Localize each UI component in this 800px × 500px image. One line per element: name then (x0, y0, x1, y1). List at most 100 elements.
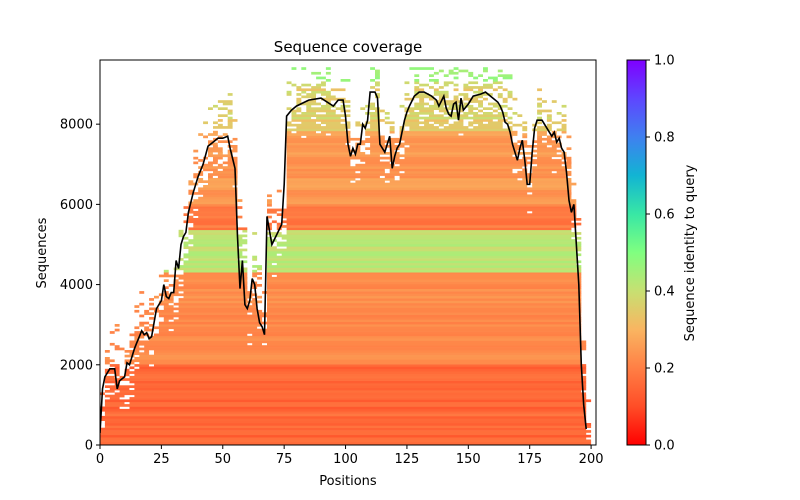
coverage-cell (492, 79, 498, 82)
coverage-cell (468, 121, 483, 125)
coverage-cell (286, 130, 292, 134)
coverage-cell (375, 93, 380, 96)
coverage-cell (213, 104, 218, 108)
coverage-cell (267, 253, 277, 257)
coverage-cell (267, 215, 272, 219)
coverage-cell (158, 312, 248, 315)
coverage-cell (232, 137, 238, 141)
coverage-cell (267, 210, 277, 214)
coverage-cell (463, 83, 469, 87)
coverage-cell (311, 90, 331, 94)
coverage-cell (311, 86, 321, 89)
coverage-cell (419, 83, 429, 87)
coverage-cell (267, 317, 582, 320)
coverage-cell (355, 121, 361, 125)
coverage-cell (375, 74, 380, 77)
coverage-cell (478, 93, 493, 96)
coverage-cell (257, 295, 262, 299)
coverage-cell (252, 272, 262, 275)
coverage-cell (566, 147, 572, 150)
coverage-cell (296, 102, 321, 106)
coverage-cell (448, 104, 474, 108)
coverage-cell (213, 170, 238, 174)
coverage-cell (375, 109, 385, 113)
coverage-cell (114, 324, 120, 327)
coverage-cell (193, 213, 238, 216)
coverage-cell (316, 76, 326, 80)
coverage-cell (267, 293, 582, 297)
coverage-cell (104, 350, 110, 353)
coverage-cell (522, 142, 528, 146)
coverage-cell (389, 147, 400, 150)
coverage-cell (198, 189, 238, 193)
y-tick-label: 8000 (60, 118, 93, 133)
coverage-cell (478, 123, 503, 127)
coverage-cell (158, 314, 582, 318)
coverage-cell (139, 354, 582, 358)
coverage-cell (183, 241, 248, 245)
coverage-cell (193, 149, 199, 153)
coverage-cell (193, 225, 238, 228)
coverage-cell (276, 241, 582, 245)
coverage-cell (267, 248, 582, 252)
coverage-cell (429, 104, 444, 108)
coverage-cell (556, 112, 562, 115)
coverage-cell (213, 130, 218, 134)
coverage-cell (134, 347, 587, 351)
coverage-cell (267, 222, 272, 226)
coverage-cell (532, 166, 572, 169)
coverage-cell (492, 81, 503, 85)
coverage-cell (286, 194, 572, 198)
coverage-cell (267, 342, 587, 346)
coverage-cell (178, 305, 258, 308)
coverage-cell (532, 192, 572, 195)
coverage-cell (478, 109, 483, 113)
coverage-cell (321, 97, 346, 101)
coverage-cell (100, 432, 587, 436)
coverage-cell (188, 182, 199, 186)
colorbar-tick-label: 0.2 (654, 362, 675, 377)
coverage-cell (306, 104, 312, 108)
coverage-cell (198, 159, 204, 162)
coverage-cell (134, 331, 145, 334)
coverage-cell (389, 137, 513, 141)
coverage-cell (173, 319, 263, 322)
coverage-cell (267, 267, 582, 271)
coverage-cell (419, 100, 425, 103)
coverage-cell (399, 175, 567, 179)
coverage-cell (227, 109, 233, 113)
coverage-cell (306, 100, 317, 103)
coverage-cell (188, 248, 248, 252)
coverage-cell (424, 119, 449, 122)
coverage-cell (163, 305, 174, 308)
coverage-cell (537, 116, 542, 120)
coverage-cell (267, 279, 582, 282)
coverage-cell (429, 97, 434, 101)
coverage-cell (134, 305, 140, 308)
coverage-cell (404, 140, 513, 143)
coverage-cell (163, 307, 258, 311)
coverage-cell (537, 112, 542, 115)
coverage-cell (286, 166, 523, 169)
coverage-cell (100, 439, 592, 443)
coverage-cell (267, 284, 582, 287)
coverage-cell (433, 71, 439, 75)
coverage-cell (576, 236, 582, 240)
coverage-cell (281, 210, 528, 214)
coverage-cell (463, 112, 479, 115)
coverage-cell (286, 227, 572, 231)
coverage-cell (158, 331, 582, 334)
coverage-cell (384, 112, 390, 115)
coverage-cell (384, 175, 395, 179)
coverage-cell (286, 170, 356, 174)
coverage-cell (389, 149, 395, 153)
coverage-cell (286, 246, 582, 249)
coverage-cell (104, 371, 120, 374)
coverage-cell (139, 302, 145, 306)
coverage-cell (163, 272, 169, 275)
coverage-cell (208, 178, 238, 181)
coverage-cell (556, 170, 572, 174)
coverage-cell (109, 397, 120, 400)
coverage-cell (291, 109, 302, 113)
coverage-cell (139, 321, 150, 325)
